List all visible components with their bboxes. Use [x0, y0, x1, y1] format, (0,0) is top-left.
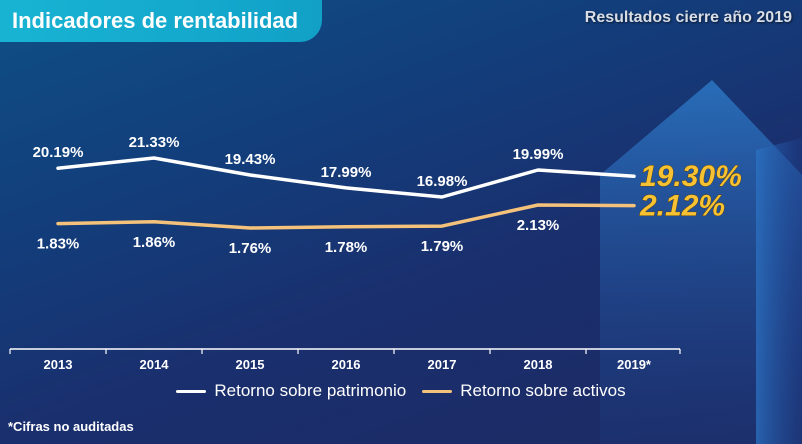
data-label-roa: 1.78%	[325, 239, 368, 256]
x-tick-label: 2014	[140, 357, 170, 372]
data-label-roe: 21.33%	[129, 134, 180, 151]
data-label-roa: 2.13%	[517, 217, 560, 234]
x-tick-label: 2013	[44, 357, 73, 372]
data-label-roe: 17.99%	[321, 164, 372, 181]
data-label-roa: 1.83%	[37, 236, 80, 253]
legend-label-roa: Retorno sobre activos	[460, 381, 626, 400]
series-line-roa	[56, 203, 636, 230]
x-tick-label: 2015	[236, 357, 265, 372]
legend-swatch-roa	[422, 389, 453, 393]
x-tick-label: 2018	[524, 357, 553, 372]
page-subtitle: Resultados cierre año 2019	[584, 9, 792, 26]
footnote: *Cifras no auditadas	[8, 419, 134, 434]
data-label-roe: 16.98%	[417, 173, 468, 190]
data-label-roe: 19.99%	[513, 146, 564, 163]
background-bar-shape	[756, 138, 802, 444]
x-tick-label: 2017	[428, 357, 457, 372]
page-title: Indicadores de rentabilidad	[0, 0, 322, 42]
legend-item-roe: Retorno sobre patrimonio	[176, 381, 406, 401]
data-label-roe: 19.43%	[225, 151, 276, 168]
data-label-roa: 1.76%	[229, 240, 272, 257]
x-tick-label: 2019*	[617, 357, 652, 372]
background-arrow-shape	[600, 80, 802, 444]
legend-item-roa: Retorno sobre activos	[422, 381, 626, 401]
chart-legend: Retorno sobre patrimonio Retorno sobre a…	[0, 381, 802, 401]
highlight-value-roe: 19.30%	[640, 160, 742, 193]
legend-swatch-roe	[176, 389, 207, 393]
x-tick-label: 2016	[332, 357, 361, 372]
legend-label-roe: Retorno sobre patrimonio	[214, 381, 407, 400]
highlight-value-roa: 2.12%	[639, 190, 725, 223]
data-label-roe: 20.19%	[33, 144, 84, 161]
data-label-roa: 1.79%	[421, 238, 464, 255]
series-line-roe	[56, 156, 636, 199]
data-label-roa: 1.86%	[133, 234, 176, 251]
